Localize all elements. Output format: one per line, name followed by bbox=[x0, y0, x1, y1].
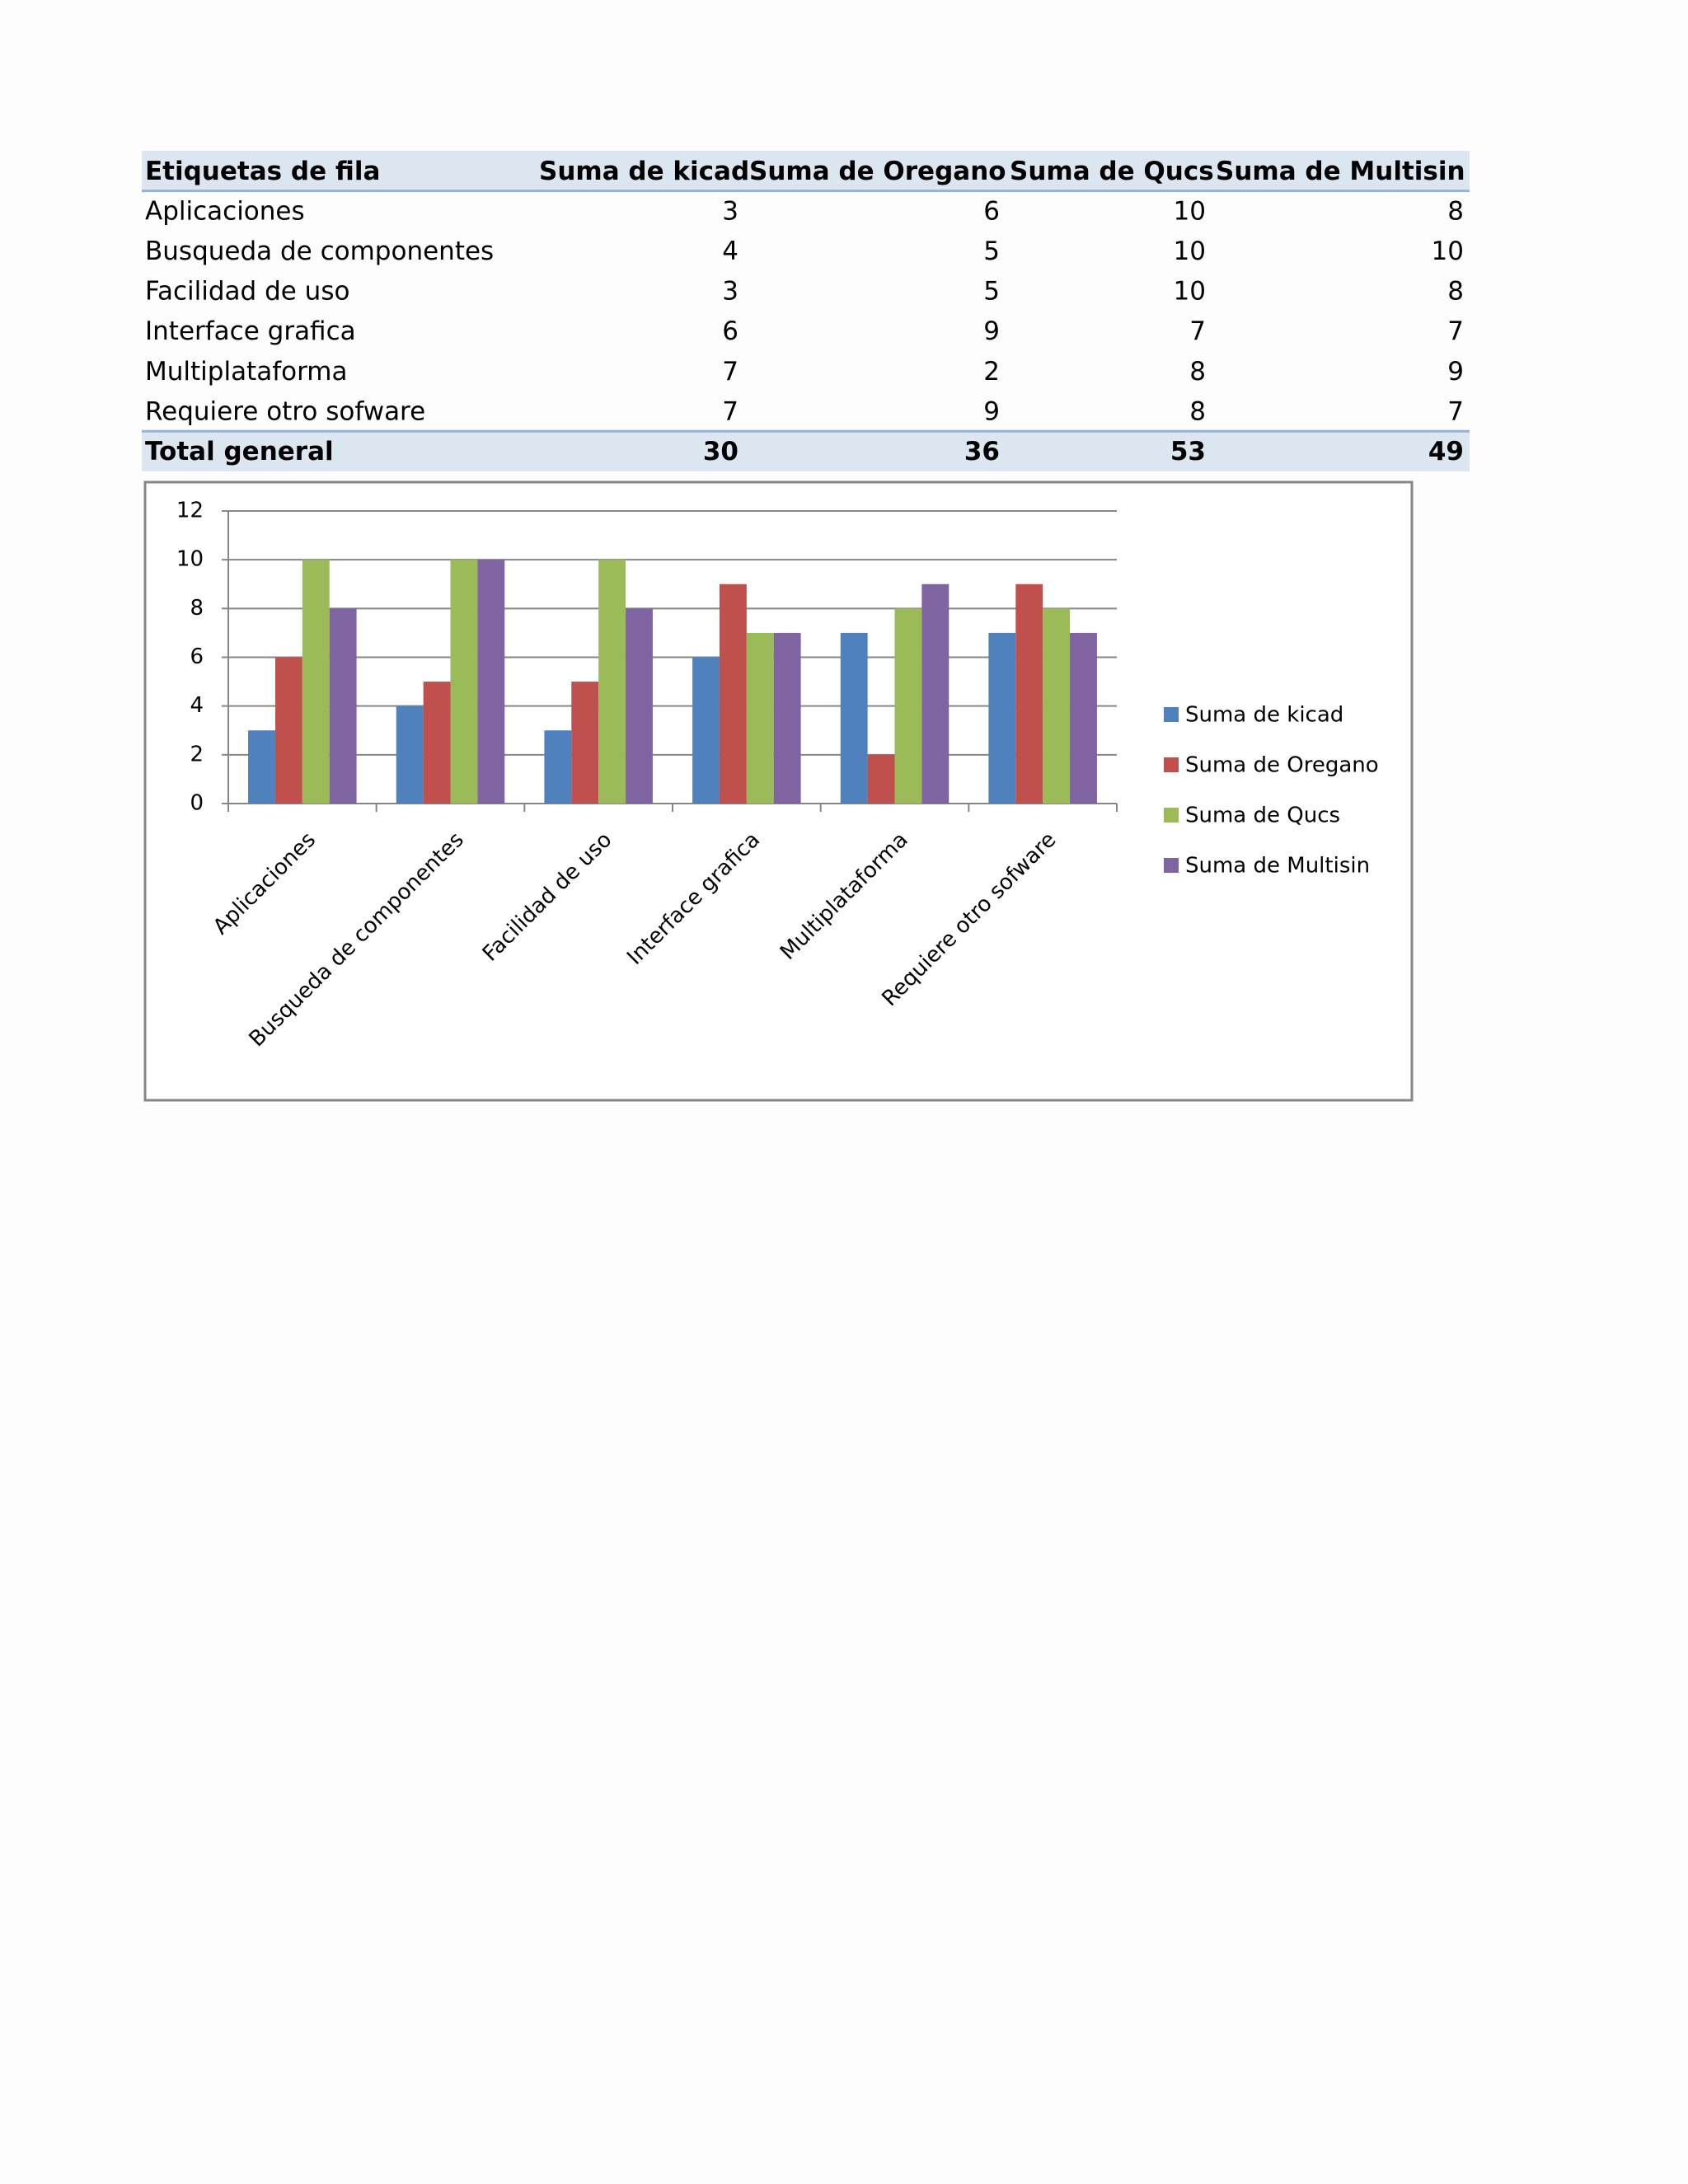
table-cell: 6 bbox=[722, 316, 738, 346]
row-label: Facilidad de uso bbox=[145, 277, 349, 307]
y-tick-label: 12 bbox=[176, 499, 204, 523]
bar bbox=[746, 632, 774, 804]
table-cell: 7 bbox=[1447, 316, 1464, 346]
table-cell: 2 bbox=[983, 357, 1000, 387]
legend-swatch bbox=[1164, 858, 1179, 873]
legend-label: Suma de Multisin bbox=[1185, 854, 1370, 879]
bar bbox=[692, 657, 720, 804]
table-cell: 3 bbox=[722, 277, 738, 307]
table-cell: 9 bbox=[983, 316, 1000, 346]
bar bbox=[598, 560, 626, 804]
bar bbox=[867, 754, 895, 804]
row-label: Aplicaciones bbox=[145, 196, 305, 226]
total-cell: 53 bbox=[1170, 437, 1206, 466]
total-cell: 30 bbox=[703, 437, 738, 466]
total-cell: 49 bbox=[1428, 437, 1464, 466]
column-header: Etiquetas de fila bbox=[145, 157, 380, 186]
column-header: Suma de Multisin bbox=[1216, 157, 1465, 186]
column-header: Suma de Qucs bbox=[1010, 157, 1214, 186]
table-cell: 7 bbox=[722, 357, 738, 387]
y-tick-label: 4 bbox=[190, 693, 204, 718]
legend-label: Suma de Oregano bbox=[1185, 753, 1379, 778]
legend-label: Suma de kicad bbox=[1185, 703, 1343, 728]
row-label: Multiplataforma bbox=[145, 357, 348, 387]
legend-swatch bbox=[1164, 808, 1179, 823]
row-label: Interface grafica bbox=[145, 316, 356, 346]
bar bbox=[248, 730, 275, 804]
column-header: Suma de Oregano bbox=[749, 157, 1006, 186]
header-bg bbox=[142, 151, 1470, 191]
table-cell: 10 bbox=[1174, 277, 1206, 307]
bar bbox=[571, 682, 599, 804]
bar bbox=[1015, 583, 1043, 804]
row-label: Busqueda de componentes bbox=[145, 237, 494, 266]
legend-swatch bbox=[1164, 757, 1179, 772]
table-cell: 9 bbox=[983, 396, 1000, 426]
y-tick-label: 6 bbox=[190, 644, 204, 669]
bar bbox=[921, 583, 950, 804]
bar bbox=[1043, 608, 1071, 804]
bar bbox=[773, 632, 801, 804]
bar bbox=[1070, 632, 1097, 804]
bar bbox=[274, 657, 302, 804]
bar bbox=[544, 730, 572, 804]
table-cell: 8 bbox=[1189, 396, 1206, 426]
table-cell: 10 bbox=[1174, 196, 1206, 226]
bar bbox=[477, 560, 505, 804]
y-tick-label: 8 bbox=[190, 596, 204, 621]
table-cell: 7 bbox=[1447, 396, 1464, 426]
table-cell: 9 bbox=[1447, 357, 1464, 387]
bar bbox=[396, 705, 424, 804]
table-cell: 4 bbox=[722, 237, 738, 266]
bar bbox=[329, 608, 357, 804]
total-bg bbox=[142, 431, 1470, 471]
bar bbox=[302, 560, 330, 804]
table-cell: 5 bbox=[983, 277, 1000, 307]
y-tick-label: 2 bbox=[190, 742, 204, 766]
bar bbox=[626, 608, 653, 804]
row-label: Requiere otro sofware bbox=[145, 396, 425, 426]
table-cell: 8 bbox=[1447, 277, 1464, 307]
legend-label: Suma de Qucs bbox=[1185, 804, 1340, 828]
table-cell: 10 bbox=[1174, 237, 1206, 266]
table-cell: 7 bbox=[1189, 316, 1206, 346]
y-tick-label: 0 bbox=[190, 791, 204, 816]
table-cell: 5 bbox=[983, 237, 1000, 266]
bar bbox=[719, 583, 747, 804]
table-cell: 10 bbox=[1432, 237, 1464, 266]
legend-swatch bbox=[1164, 707, 1179, 722]
bar bbox=[450, 560, 478, 804]
y-tick-label: 10 bbox=[176, 547, 204, 572]
bar bbox=[423, 682, 451, 804]
total-cell: 36 bbox=[964, 437, 1000, 466]
table-cell: 3 bbox=[722, 196, 738, 226]
bar bbox=[894, 608, 922, 804]
table-cell: 8 bbox=[1189, 357, 1206, 387]
table-cell: 8 bbox=[1447, 196, 1464, 226]
table-cell: 7 bbox=[722, 396, 738, 426]
bar bbox=[988, 632, 1016, 804]
total-label: Total general bbox=[145, 437, 334, 466]
table-cell: 6 bbox=[983, 196, 1000, 226]
bar bbox=[840, 632, 868, 804]
column-header: Suma de kicad bbox=[539, 157, 749, 186]
